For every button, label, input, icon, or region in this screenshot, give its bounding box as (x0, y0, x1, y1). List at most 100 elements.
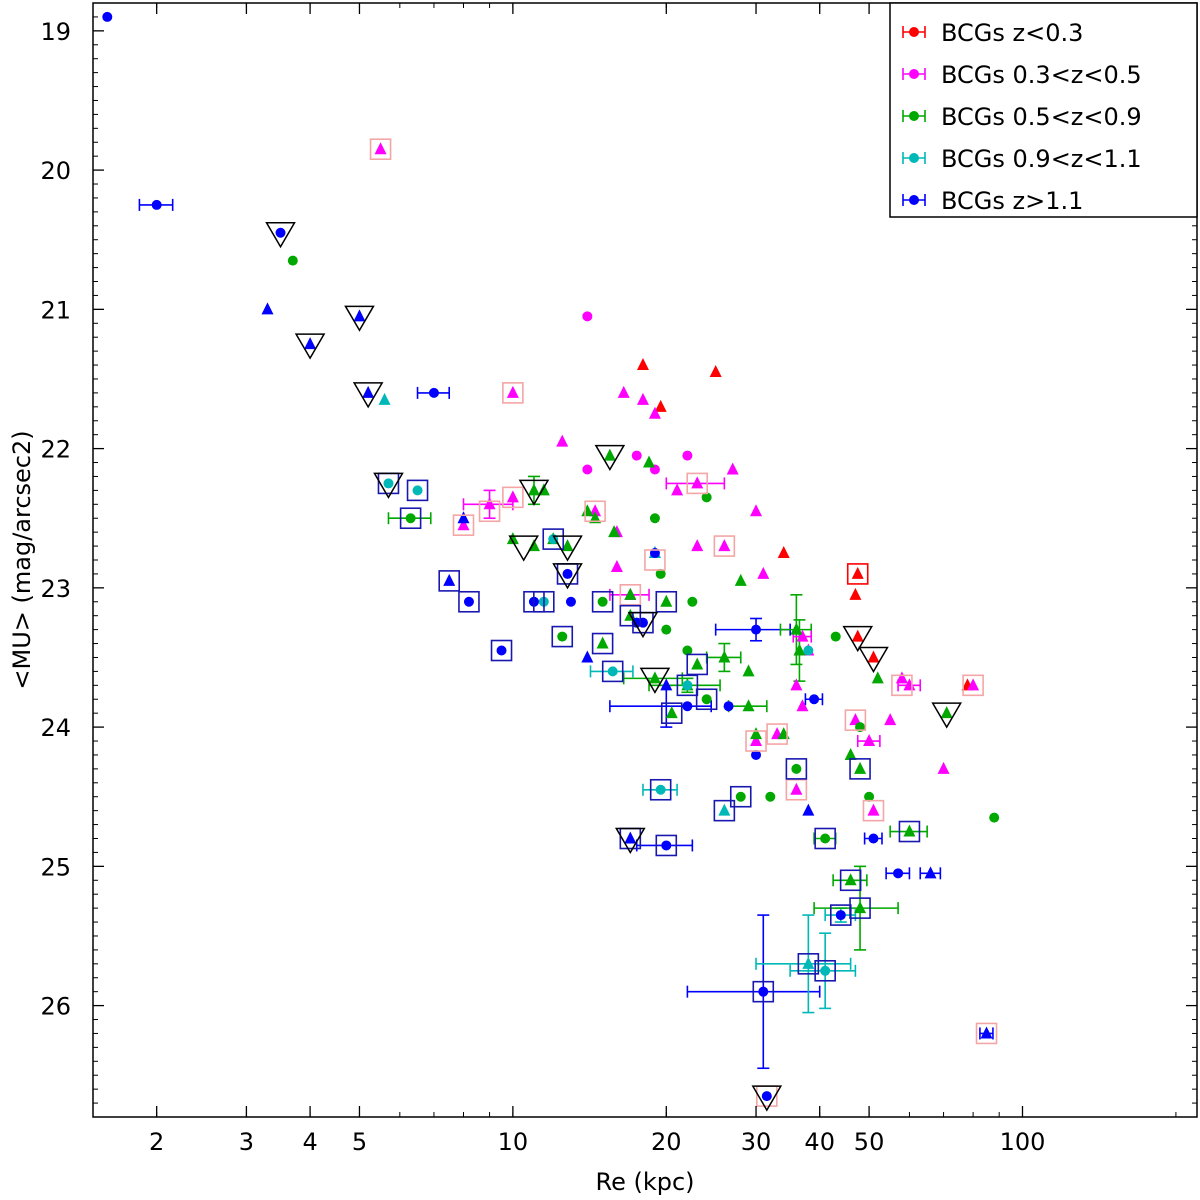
data-point (597, 596, 608, 607)
data-point-triangle (636, 392, 649, 405)
y-tick-label: 25 (40, 853, 71, 881)
square-marker (502, 486, 524, 509)
data-point-triangle (884, 713, 897, 726)
triangle-marker (858, 646, 889, 673)
data-point-triangle (718, 650, 731, 663)
data-point-triangle (871, 671, 884, 684)
data-point (275, 227, 286, 238)
data-point (682, 645, 693, 656)
legend-label: BCGs z>1.1 (941, 187, 1083, 215)
data-point-triangle (636, 358, 649, 371)
data-point (661, 624, 672, 635)
data-point (758, 986, 769, 997)
data-point-triangle (790, 678, 803, 691)
x-tick-label: 30 (741, 1128, 772, 1156)
data-point-triangle (750, 734, 763, 747)
triangle-marker (639, 667, 671, 694)
legend-marker (909, 195, 919, 205)
triangle-marker (627, 611, 659, 639)
triangle-marker (352, 382, 384, 409)
square-marker (797, 953, 820, 975)
data-point (761, 1091, 772, 1102)
legend: BCGs z<0.3 BCGs 0.3<z<0.5 BCGs 0.5<z<0.9 BC… (889, 2, 1198, 218)
triangle-marker (594, 444, 626, 472)
data-point-triangle (603, 448, 616, 461)
legend-box (889, 2, 1198, 218)
data-point-triangle (895, 671, 908, 684)
square-marker (406, 479, 429, 502)
data-point-triangle (660, 678, 673, 691)
data-points (102, 11, 1000, 1102)
data-point-triangle (691, 476, 704, 489)
data-point-triangle (718, 539, 731, 552)
data-point-triangle (691, 539, 704, 552)
error-bar (755, 914, 852, 1014)
square-marker (660, 702, 683, 724)
data-point (830, 631, 841, 642)
square-marker (962, 674, 984, 697)
data-point-triangle (937, 761, 950, 774)
data-point-triangle (589, 511, 602, 524)
data-point (102, 11, 113, 22)
data-point-triangle (304, 337, 317, 350)
data-point-triangle (863, 734, 876, 747)
data-point-triangle (617, 385, 630, 398)
data-point-triangle (924, 866, 937, 879)
x-tick-label: 10 (498, 1128, 529, 1156)
data-point-triangle (561, 539, 574, 552)
square-marker (601, 660, 624, 683)
data-point (735, 791, 746, 802)
x-tick-label: 5 (352, 1128, 367, 1156)
square-marker (551, 625, 574, 648)
square-marker (975, 1022, 998, 1045)
data-point (682, 680, 693, 691)
data-point-triangle (849, 713, 862, 726)
square-marker (458, 590, 480, 613)
legend-entries: BCGs z<0.3 BCGs 0.3<z<0.5 BCGs 0.5<z<0.9 BC… (902, 19, 1142, 215)
data-point-triangle (844, 747, 857, 760)
legend-marker (909, 111, 919, 121)
data-point-triangle (967, 678, 980, 691)
data-point-triangle (581, 504, 594, 517)
data-point-triangle (374, 142, 387, 155)
legend-entry: BCGs 0.3<z<0.5 (902, 61, 1142, 89)
legend-marker (909, 27, 919, 37)
data-point-triangle (757, 566, 770, 579)
square-marker (649, 778, 672, 801)
y-tick-label: 22 (40, 436, 71, 464)
data-point-triangle (980, 1026, 993, 1039)
data-point-triangle (457, 518, 470, 531)
square-marker (752, 980, 775, 1003)
data-point-triangle (709, 365, 722, 378)
data-point (151, 199, 162, 210)
legend-entry: BCGs 0.5<z<0.9 (902, 103, 1142, 131)
data-point-triangle (742, 699, 755, 712)
legend-entry: BCGs z>1.1 (902, 187, 1083, 215)
data-point-triangle (596, 636, 609, 649)
triangle-marker (552, 563, 583, 590)
data-point-triangle (742, 664, 755, 677)
data-point-triangle (610, 559, 623, 572)
series-2 (287, 255, 1000, 914)
square-marker (591, 590, 614, 613)
triangle-marker (751, 1085, 783, 1112)
square-marker (584, 500, 606, 523)
data-point-triangle (844, 873, 857, 886)
data-point (661, 840, 672, 851)
triangle-marker (294, 333, 326, 360)
square-marker (862, 799, 885, 822)
triangle-marker (518, 479, 550, 506)
triangle-marker (552, 535, 583, 562)
x-tick-label: 4 (302, 1128, 317, 1156)
square-marker (766, 723, 788, 745)
data-point-triangle (556, 434, 569, 447)
data-point (287, 255, 298, 266)
data-point-triangle (671, 483, 684, 496)
x-tick-label: 3 (239, 1128, 254, 1156)
data-point-triangle (581, 650, 594, 663)
data-point (701, 694, 712, 705)
triangle-marker (265, 222, 296, 249)
data-point-triangle (867, 803, 880, 816)
